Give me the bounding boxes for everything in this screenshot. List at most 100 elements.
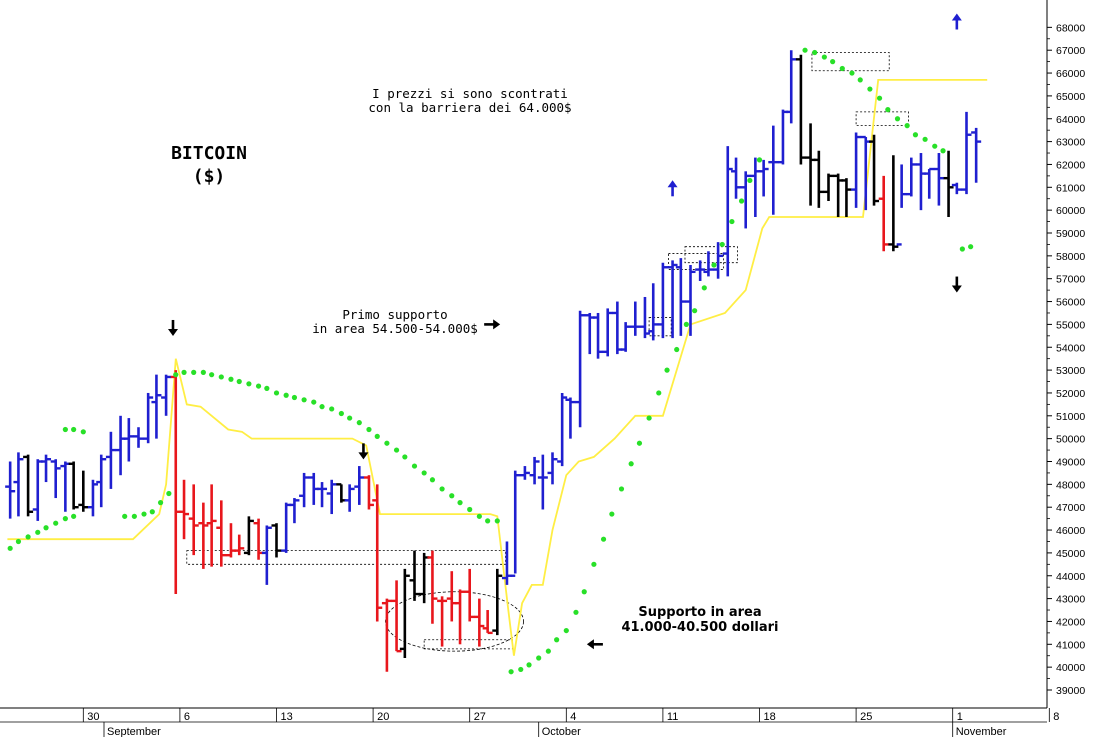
ohlc-bar-26 [243, 516, 254, 556]
y-tick-label: 40000 [1056, 662, 1085, 674]
sar-dot-2 [25, 534, 31, 540]
ohlc-bar-99 [915, 153, 926, 211]
chart-subtitle-text: ($) [192, 166, 226, 188]
zone-ellipse [385, 591, 524, 652]
y-tick-label: 61000 [1056, 182, 1085, 194]
ohlc-bar-37 [344, 484, 355, 512]
y-tick-label: 44000 [1056, 571, 1085, 583]
sar-dot-65 [618, 486, 625, 492]
y-tick-label: 50000 [1056, 434, 1085, 446]
ohlc-bar-32 [299, 472, 310, 508]
sar-dot-56 [536, 655, 542, 661]
sar-dot-47 [449, 493, 455, 499]
arrow-head [667, 180, 678, 188]
sar-dot-35 [338, 410, 344, 417]
sar-dot-90 [885, 107, 891, 113]
zone-rect-2 [684, 246, 738, 264]
ohlc-bar-53 [492, 568, 503, 636]
ohlc-bar-101 [933, 153, 944, 206]
ohlc-bar-95 [878, 175, 889, 252]
sar-dot-73 [692, 308, 698, 314]
y-tick-label: 39000 [1056, 685, 1085, 697]
annotation-resistance-line1: I prezzi si sono scontrati [372, 86, 568, 101]
y-tick-label: 53000 [1056, 365, 1085, 377]
ohlc-bar-39 [363, 475, 374, 510]
chart-title: BITCOIN ($) [146, 142, 272, 189]
ohlc-bar-41 [381, 598, 392, 672]
y-tick-label: 60000 [1056, 205, 1085, 217]
zone-rect-5 [186, 550, 506, 565]
sar-dot-66 [628, 461, 634, 467]
ohlc-bar-29 [271, 523, 282, 558]
sar-dot-25 [246, 381, 252, 387]
sar-dot-31 [301, 397, 307, 403]
y-tick-label: 56000 [1056, 297, 1085, 309]
y-tick-label: 51000 [1056, 411, 1085, 423]
y-tick-label: 48000 [1056, 479, 1085, 491]
ohlc-bar-55 [510, 470, 521, 577]
sar-dot-72 [683, 321, 689, 327]
sar-dot-79 [747, 177, 753, 184]
sar-dot-88 [867, 86, 873, 92]
chart-title-text: BITCOIN [171, 143, 247, 164]
ohlc-bar-63 [584, 312, 595, 355]
ohlc-bar-76 [703, 251, 714, 277]
ohlc-bar-4 [41, 454, 52, 483]
sar-dot-8 [62, 426, 68, 433]
ohlc-bar-104 [961, 111, 972, 195]
ohlc-bar-88 [813, 150, 824, 208]
sar-dot-93 [912, 132, 919, 138]
x-tick-label: 6 [184, 711, 190, 723]
sar-dot-54 [518, 666, 524, 673]
sar-dot-78 [738, 198, 745, 204]
ohlc-bar-86 [795, 54, 806, 165]
sar-dot-94 [922, 136, 928, 142]
ohlc-bar-25 [234, 534, 245, 556]
sar-dot-84 [830, 59, 836, 65]
sar-dot-11 [122, 513, 128, 519]
envelope-line [7, 79, 988, 656]
ohlc-bar-89 [823, 173, 834, 202]
sar-dot-10 [80, 429, 86, 435]
x-tick-label: 8 [1053, 711, 1059, 723]
ohlc-bar-93 [860, 135, 871, 211]
ohlc-bar-46 [427, 550, 438, 624]
annotation-support1-line1: Primo supporto [342, 307, 448, 322]
ohlc-bar-103 [951, 182, 962, 195]
ohlc-bar-61 [565, 397, 576, 439]
ohlc-bar-58 [537, 454, 548, 510]
sar-dot-4 [43, 525, 49, 531]
ohlc-bar-16 [151, 374, 162, 439]
sar-dot-62 [591, 561, 597, 567]
ohlc-bar-60 [557, 392, 568, 467]
sar-dot-61 [581, 589, 587, 595]
ohlc-bar-80 [740, 171, 751, 229]
arrow-left-3 [586, 639, 603, 650]
sar-dot-32 [311, 399, 317, 405]
arrow-head [168, 328, 178, 336]
ohlc-bar-17 [161, 374, 172, 416]
y-tick-label: 59000 [1056, 228, 1085, 240]
ohlc-bar-56 [519, 466, 530, 480]
annotation-resistance-64000: I prezzi si sono scontrati con la barrie… [350, 86, 590, 116]
ohlc-bar-71 [657, 262, 668, 339]
ohlc-bar-21 [198, 502, 209, 569]
arrow-head [951, 285, 962, 293]
sar-dot-28 [273, 390, 280, 396]
sar-dot-59 [563, 627, 569, 634]
ohlc-bar-78 [722, 146, 733, 277]
ohlc-bar-75 [695, 260, 706, 281]
annotation-support-54500: Primo supporto in area 54.500-54.000$ [290, 307, 500, 337]
arrow-right-2 [484, 319, 501, 330]
ohlc-bar-7 [68, 461, 79, 510]
sar-dot-57 [545, 648, 551, 654]
sar-dot-23 [228, 376, 234, 382]
sar-dot-46 [439, 486, 445, 492]
sar-dot-74 [701, 285, 707, 291]
sar-dot-68 [646, 415, 652, 421]
sar-dot-40 [384, 440, 390, 446]
sar-dot-41 [393, 447, 400, 453]
x-tick-label: 18 [764, 711, 776, 723]
